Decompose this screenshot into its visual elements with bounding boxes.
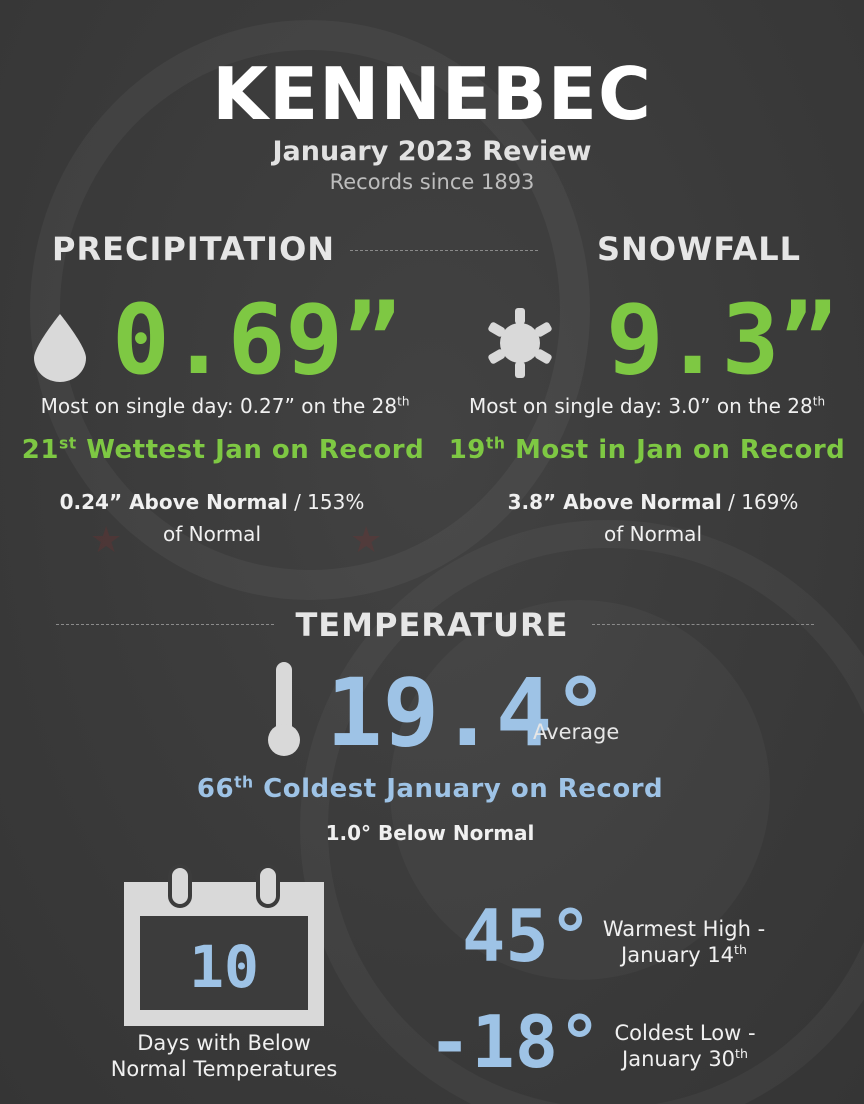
calendar-icon [124, 864, 324, 1026]
divider [56, 624, 274, 625]
temperature-vs-normal: 1.0° Below Normal [325, 821, 535, 845]
average-temperature: 19.4° [326, 659, 609, 768]
snowflake-icon [488, 308, 552, 378]
divider [350, 250, 538, 251]
snowfall-rank: 19th Most in Jan on Record [448, 434, 846, 465]
page-subtitle: January 2023 Review [272, 136, 592, 167]
thermometer-icon [268, 662, 300, 756]
precipitation-total: 0.69” [112, 284, 401, 396]
snowfall-total: 9.3” [606, 284, 838, 396]
divider [592, 624, 814, 625]
warmest-high-label: Warmest High - January 14th [602, 917, 766, 967]
watermark-star-icon: ★ [90, 520, 123, 561]
days-below-normal-count: 10 [189, 933, 259, 1001]
watermark-star-icon: ★ [350, 520, 383, 561]
coldest-low-label: Coldest Low - January 30th [614, 1021, 756, 1071]
precipitation-heading: PRECIPITATION [52, 230, 336, 268]
raindrop-icon [34, 314, 86, 382]
snowfall-heading: SNOWFALL [597, 230, 802, 268]
records-since: Records since 1893 [329, 170, 535, 194]
days-below-normal-label: Days with Below Normal Temperatures [110, 1031, 338, 1081]
temperature-rank: 66th Coldest January on Record [196, 773, 664, 804]
average-label: Average [533, 720, 620, 744]
snowfall-single-day: Most on single day: 3.0” on the 28th [468, 394, 826, 418]
coldest-low-value: -18° [428, 1000, 602, 1084]
warmest-high-value: 45° [462, 894, 593, 978]
precipitation-single-day: Most on single day: 0.27” on the 28th [40, 394, 410, 418]
precipitation-rank: 21st Wettest Jan on Record [21, 434, 425, 465]
snowfall-vs-normal: 3.8” Above Normal / 169% of Normal [507, 490, 799, 546]
temperature-heading: TEMPERATURE [295, 606, 569, 644]
page-title: KENNEBEC [212, 52, 652, 136]
precipitation-vs-normal: 0.24” Above Normal / 153% of Normal [59, 490, 365, 546]
